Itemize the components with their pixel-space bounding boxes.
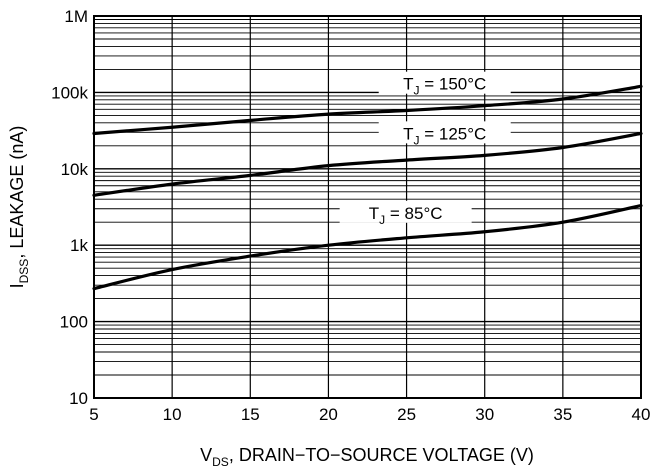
y-tick-label: 100k [51, 83, 88, 102]
y-tick-label: 1k [70, 236, 88, 255]
x-tick-label: 5 [89, 405, 98, 424]
x-tick-labels: 5 10 15 20 25 30 35 40 [89, 405, 650, 424]
curve-labels: TJ = 150°C TJ = 125°C TJ = 85°C [339, 71, 511, 227]
x-tick-label: 35 [553, 405, 572, 424]
x-tick-label: 10 [163, 405, 182, 424]
series-line-1 [92, 131, 643, 197]
y-axis-label: IDSS, LEAKAGE (nA) [7, 126, 31, 289]
x-tick-label: 25 [397, 405, 416, 424]
y-tick-label: 1M [64, 7, 88, 26]
curve-label-1: TJ = 125°C [378, 121, 511, 147]
series-line-2 [92, 203, 643, 291]
curve-label-bg [378, 71, 511, 94]
x-tick-label: 20 [319, 405, 338, 424]
y-tick-labels: 10 100 1k 10k 100k 1M [51, 7, 88, 408]
curve-label-text: TJ = 85°C [369, 204, 443, 227]
series-line-0 [92, 84, 643, 136]
curve-label-0: TJ = 150°C [378, 71, 511, 98]
plot-frame [93, 15, 642, 399]
curve-label-text: TJ = 150°C [403, 75, 486, 98]
x-axis-label: VDS, DRAIN−TO−SOURCE VOLTAGE (V) [200, 445, 534, 468]
x-tick-label: 30 [475, 405, 494, 424]
x-tick-label: 15 [241, 405, 260, 424]
y-tick-label: 100 [60, 313, 88, 332]
grid [94, 16, 641, 398]
curve-label-2: TJ = 85°C [339, 200, 472, 227]
curve-label-bg [378, 121, 511, 144]
x-tick-label: 40 [632, 405, 651, 424]
curve-label-bg [339, 200, 472, 223]
y-tick-label: 10k [61, 160, 89, 179]
y-tick-label: 10 [69, 389, 88, 408]
curve-label-text: TJ = 125°C [403, 124, 486, 147]
curves [92, 84, 643, 291]
